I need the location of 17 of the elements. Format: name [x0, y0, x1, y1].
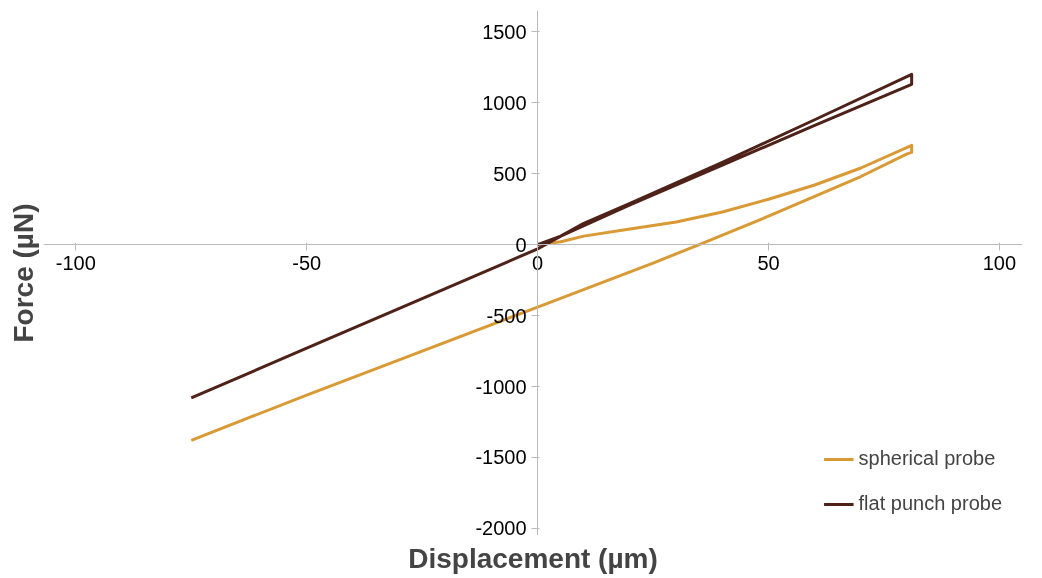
y-tick-label: -1000: [475, 375, 527, 398]
x-axis-title: Displacement (µm): [408, 542, 658, 574]
legend-label: spherical probe: [858, 447, 996, 470]
y-axis-title: Force (µN): [7, 203, 39, 343]
y-tick-label: 500: [493, 162, 527, 185]
line-series: [189, 143, 914, 442]
x-tick-label: -50: [292, 251, 322, 274]
y-tick-label: -2000: [475, 517, 527, 540]
x-tick-label: 100: [982, 251, 1017, 274]
y-tick-label: -1500: [475, 446, 527, 469]
x-tick-label: -100: [55, 251, 96, 274]
x-tick-label: 50: [757, 251, 780, 274]
y-tick-label: 1000: [482, 91, 527, 114]
line-series: [189, 72, 914, 400]
legend-label: flat punch probe: [858, 492, 1002, 515]
y-tick-label: 0: [515, 233, 527, 256]
y-tick-label: 1500: [482, 20, 527, 43]
